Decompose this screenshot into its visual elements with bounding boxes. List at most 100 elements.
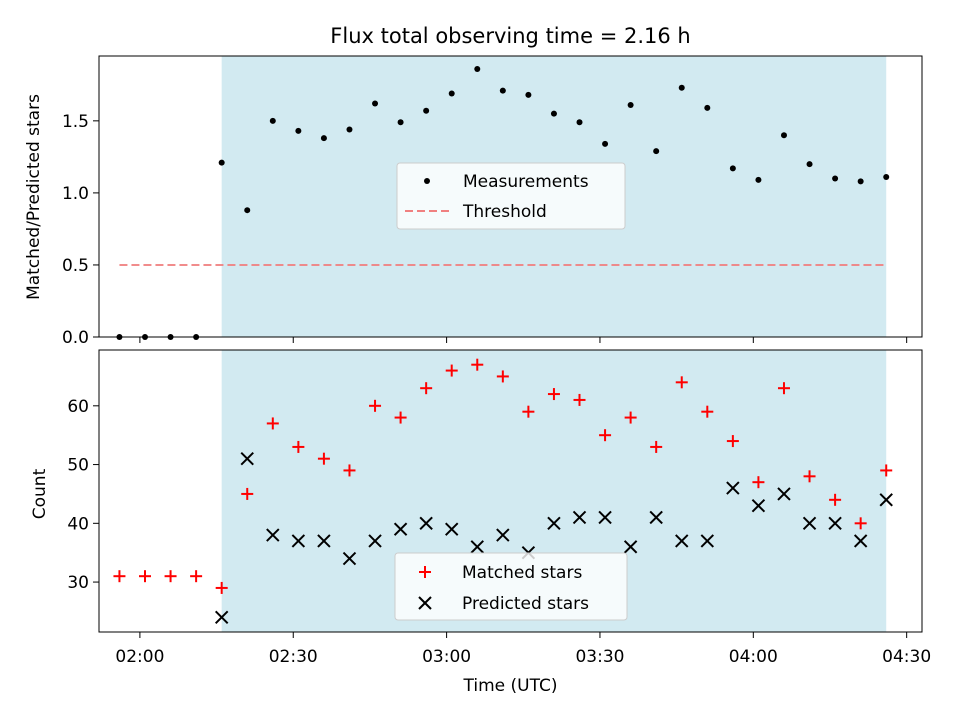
legend-counts: Matched stars Predicted stars	[394, 552, 628, 621]
count-points	[113, 358, 893, 625]
predicted-stars-point	[853, 534, 868, 548]
y-tick-label: 40	[67, 514, 89, 534]
y-tick-label: 0.5	[62, 256, 89, 276]
axes-frame-ratio	[98, 55, 923, 338]
predicted-stars-point	[291, 534, 306, 548]
y-axis-label-counts: Count	[30, 468, 50, 519]
legend-marker-measurements	[424, 178, 430, 184]
matched-stars-point	[854, 517, 867, 530]
predicted-stars-point	[675, 534, 689, 548]
measurements-point	[602, 140, 609, 147]
legend-marker-matched	[419, 566, 431, 578]
legend-box-ratio	[396, 162, 626, 230]
measurements-point	[653, 148, 660, 155]
predicted-stars-point	[240, 451, 254, 466]
matched-stars-point	[752, 476, 765, 489]
matched-stars-point	[420, 382, 433, 395]
measurements-point	[883, 174, 890, 181]
measurements-point	[755, 176, 762, 183]
panel-ratio: 0.0 0.5 1.0 1.5 Flux total observing time =…	[24, 24, 923, 348]
measurements-point	[423, 107, 430, 114]
measurements-point	[832, 175, 839, 182]
measurements-point	[780, 132, 787, 139]
matched-stars-point	[445, 364, 458, 377]
measurements-point	[397, 119, 404, 126]
predicted-stars-point	[266, 528, 280, 542]
measurements-point	[550, 110, 557, 117]
x-tick-label: 02:00	[115, 647, 164, 667]
x-tick-label: 04:30	[882, 647, 931, 667]
matched-stars-point	[880, 464, 893, 477]
predicted-stars-point	[598, 510, 612, 525]
matched-stars-point	[547, 388, 560, 401]
legend-label-measurements: Measurements	[463, 172, 589, 192]
matched-stars-point	[266, 417, 279, 430]
measurements-point	[499, 87, 506, 94]
predicted-stars-point	[828, 516, 842, 531]
measurements-point	[525, 91, 532, 98]
measurements-point	[295, 127, 302, 134]
measurements-point	[576, 119, 583, 126]
legend-marker-predicted	[418, 596, 432, 610]
predicted-stars-point	[342, 551, 357, 566]
predicted-stars-point	[623, 540, 638, 554]
predicted-stars-point	[649, 510, 663, 525]
legend-label-predicted: Predicted stars	[462, 594, 589, 614]
legend-label-matched: Matched stars	[462, 563, 582, 583]
x-axis-label: Time (UTC)	[463, 676, 558, 696]
legend-label-threshold: Threshold	[462, 202, 547, 222]
measurements-point	[448, 90, 455, 97]
y-tick-label: 30	[67, 573, 89, 593]
y-axis-label-ratio: Matched/Predicted stars	[24, 94, 44, 300]
matched-stars-point	[292, 440, 305, 453]
y-axis-counts: 30 40 50 60	[67, 397, 99, 593]
x-axis-ticks-ratio	[139, 337, 908, 343]
x-tick-label: 03:00	[422, 647, 471, 667]
y-tick-label: 50	[67, 456, 89, 476]
matched-stars-point	[190, 570, 203, 583]
matched-stars-point	[522, 405, 535, 418]
x-tick-label: 02:30	[269, 647, 318, 667]
matched-stars-point	[624, 411, 637, 424]
matched-stars-point	[650, 440, 663, 453]
axes-frame-counts	[98, 349, 923, 633]
y-tick-label: 0.0	[62, 328, 89, 348]
measurements-point	[244, 207, 251, 214]
matched-stars-point	[803, 470, 816, 483]
matched-stars-point	[777, 382, 790, 395]
matched-stars-point	[599, 429, 612, 442]
measurements-point	[704, 104, 711, 111]
matched-stars-point	[241, 487, 254, 500]
measurements-point	[346, 126, 353, 133]
matched-stars-point	[343, 464, 356, 477]
matched-stars-point	[369, 399, 382, 412]
x-axis-counts: 02:00 02:30 03:00 03:30 04:00 04:30	[115, 632, 931, 667]
matched-stars-point	[317, 452, 330, 465]
matched-stars-point	[726, 435, 739, 448]
matched-stars-point	[675, 376, 688, 389]
predicted-stars-point	[445, 522, 459, 536]
chart-title: Flux total observing time = 2.16 h	[330, 24, 690, 48]
predicted-stars-point	[879, 493, 893, 507]
measurements-point	[627, 101, 634, 108]
predicted-stars-point	[751, 498, 766, 513]
measurements-point	[806, 161, 813, 168]
predicted-stars-point	[726, 481, 740, 495]
predicted-stars-point	[777, 487, 791, 501]
measurements-point	[320, 135, 327, 142]
predicted-stars-point	[547, 516, 561, 531]
matched-stars-point	[394, 411, 407, 424]
measurements-point	[372, 100, 379, 107]
matched-stars-point	[164, 570, 177, 583]
matched-stars-point	[829, 493, 842, 506]
measurements-point	[218, 159, 225, 166]
legend-box-counts	[394, 552, 628, 621]
predicted-stars-point	[393, 522, 408, 536]
y-tick-label: 1.0	[62, 184, 89, 204]
measurements-point	[857, 178, 864, 185]
predicted-stars-point	[572, 510, 587, 525]
matched-stars-point	[139, 570, 152, 583]
x-tick-label: 03:30	[575, 647, 624, 667]
measurements-point	[269, 117, 276, 124]
